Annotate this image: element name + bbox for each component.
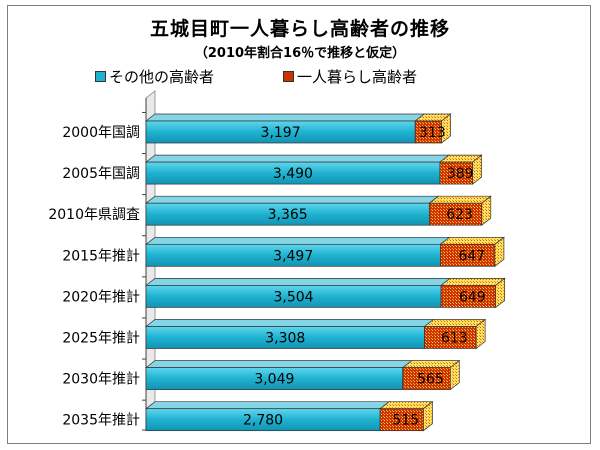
legend-swatch-other-elderly [95,70,106,82]
y-tick-label: 2010年県調査 [48,207,140,223]
data-label-other-elderly: 3,365 [268,207,308,223]
y-tick-label: 2035年推計 [62,413,140,429]
legend-item-other-elderly: その他の高齢者 [95,66,214,86]
bar-side-face [449,359,460,391]
data-label-living-alone: 623 [446,207,473,223]
bar-top-face [144,319,435,327]
bar-other-elderly [144,360,413,390]
bar-living-alone [379,400,434,432]
bar-top-face [439,236,505,245]
bar-top-face [428,195,492,204]
bar-top-face [440,278,506,286]
bar-other-elderly [144,195,440,226]
bar-top-face [144,236,451,245]
legend-swatch-living-alone [283,70,294,82]
y-tick-label: 2025年推計 [62,331,140,347]
bar-side-face [423,400,433,432]
bar-living-alone [401,359,461,391]
data-label-other-elderly: 2,780 [243,413,283,429]
chart-frame [7,5,591,444]
data-label-living-alone: 613 [441,331,468,347]
bar-other-elderly [144,319,435,349]
y-tick-label: 2030年推計 [62,372,140,388]
data-label-living-alone: 565 [417,372,444,388]
data-label-living-alone: 515 [392,413,419,429]
bar-top-face [144,113,426,122]
bar-top-face [144,195,440,204]
data-label-other-elderly: 3,308 [265,331,305,347]
data-label-living-alone: 389 [447,166,474,182]
bar-living-alone [428,195,492,226]
legend-label-living-alone: 一人暮らし高齢者 [297,67,418,86]
data-label-living-alone: 647 [458,248,485,264]
y-tick-label: 2015年推計 [62,248,140,264]
bar-side-face [472,154,482,185]
data-label-other-elderly: 3,497 [273,248,313,264]
data-label-living-alone: 313 [419,125,446,141]
bar-side-face [481,195,492,226]
y-tick-label: 2020年推計 [62,289,140,305]
data-label-other-elderly: 3,049 [254,372,294,388]
bar-top-face [144,278,452,286]
data-label-other-elderly: 3,197 [261,125,301,141]
bar-top-face [144,360,413,368]
bar-top-face [144,401,391,410]
data-label-living-alone: 649 [459,289,486,305]
bar-other-elderly [144,154,450,185]
data-label-other-elderly: 3,490 [273,166,313,182]
bar-living-alone [438,154,483,185]
bar-side-face [441,113,451,144]
y-tick-label: 2000年国調 [62,125,140,141]
data-label-other-elderly: 3,504 [273,289,313,305]
legend-item-living-alone: 一人暮らし高齢者 [283,66,417,86]
bar-other-elderly [144,278,452,308]
chart-title: 五城目町一人暮らし高齢者の推移 [149,18,450,40]
legend-label-other-elderly: その他の高齢者 [109,67,215,86]
chart-subtitle: （2010年割合16％で推移と仮定） [194,46,406,61]
bar-top-face [144,154,450,163]
bar-top-face [423,319,487,327]
y-tick-label: 2005年国調 [62,166,140,182]
bar-living-alone [440,277,506,309]
bar-side-face [475,318,486,350]
bar-side-face [495,277,506,309]
bar-living-alone [439,236,505,268]
bar-living-alone [414,113,452,144]
bar-living-alone [423,318,487,350]
bar-side-face [494,236,505,268]
bar-top-face [401,360,461,368]
